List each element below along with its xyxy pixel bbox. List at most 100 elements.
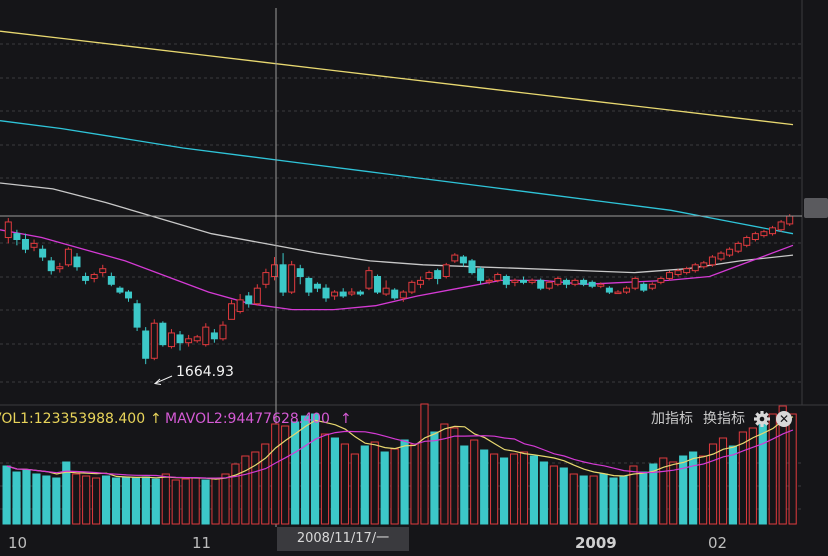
volume-bar (330, 437, 340, 525)
candle-body (279, 264, 287, 293)
volume-bar (549, 465, 558, 525)
candle-body (253, 287, 261, 305)
ma-line-1 (0, 30, 794, 126)
candle-body (348, 291, 356, 295)
candle-body (82, 275, 90, 281)
candle-body (305, 277, 313, 293)
volume-bar (509, 453, 519, 525)
volume-bar (659, 457, 668, 525)
candle-body (90, 274, 98, 279)
candle-body (631, 277, 639, 289)
candle-body (683, 268, 691, 274)
volume-bar (758, 421, 767, 525)
volume-bar (579, 475, 588, 525)
volume-bar (291, 421, 300, 525)
volume-bar (221, 473, 230, 525)
ma-line-3 (0, 182, 794, 274)
vol1-label: VOL1:123353988.400 (0, 411, 146, 427)
volume-bar (310, 413, 320, 525)
volume-bar (679, 455, 688, 525)
volume-bar (211, 478, 220, 525)
volume-bar (500, 457, 509, 525)
volume-bar (191, 477, 200, 525)
volume-bar (599, 473, 608, 525)
candle-body (726, 248, 734, 256)
candle-body (159, 322, 167, 346)
candle-body (99, 268, 107, 274)
volume-bar (450, 427, 459, 525)
candle-body (56, 266, 64, 270)
candle-body (416, 279, 424, 285)
volume-bar (320, 433, 330, 525)
candle-body (47, 260, 55, 272)
candle-body (4, 221, 12, 239)
candle-body (588, 281, 596, 287)
volume-bar (778, 405, 787, 525)
candle-body (674, 270, 682, 276)
candle-body (408, 281, 416, 293)
close-icon[interactable]: ✕ (776, 411, 792, 427)
x-label-02: 02 (708, 534, 728, 552)
volume-bar (32, 473, 41, 525)
volume-bar (460, 445, 469, 525)
candle-body (21, 238, 29, 250)
volume-bar (241, 455, 250, 525)
price-scale-handle[interactable] (804, 198, 828, 218)
volume-bar (559, 467, 568, 525)
volume-bar (738, 431, 747, 525)
swap-indicator-button[interactable]: 换指标 (703, 411, 745, 427)
candle-body (245, 295, 253, 305)
vol1-up-arrow: ↑ (150, 411, 162, 427)
candle-body (605, 287, 613, 293)
candle-body (262, 272, 270, 285)
candle-body (356, 291, 364, 295)
volume-bar (181, 478, 190, 525)
add-indicator-button[interactable]: 加指标 (651, 411, 693, 427)
candle-body (769, 227, 777, 235)
candle-body (700, 262, 708, 268)
mavol2-line (6, 429, 794, 479)
candle-body (150, 322, 158, 359)
candle-body (339, 291, 347, 297)
x-label-11: 11 (192, 534, 212, 552)
volume-bar (490, 453, 499, 525)
candle-body (502, 275, 510, 285)
volume-bar (62, 461, 71, 525)
candle-body (640, 283, 648, 291)
gear-icon[interactable] (753, 407, 771, 431)
low-price-arrow (155, 375, 173, 384)
candle-body (313, 283, 321, 289)
candle-body (708, 256, 716, 266)
volume-bar (12, 471, 21, 525)
volume-bar (231, 463, 240, 525)
candle-body (485, 279, 493, 283)
candle-body (142, 330, 150, 359)
candle-body (717, 252, 725, 260)
volume-bar (121, 476, 131, 525)
candle-body (73, 256, 81, 268)
volume-bar (699, 455, 708, 525)
volume-bar (649, 463, 658, 525)
volume-bar (141, 476, 150, 525)
volume-bar (480, 449, 489, 525)
candle-body (665, 272, 673, 279)
volume-bar (72, 473, 81, 525)
volume-bar (102, 475, 111, 525)
mavol2-label: MAVOL2:94477628.400 (165, 411, 330, 427)
candle-body (751, 233, 759, 240)
candle-body (133, 303, 141, 328)
candle-body (777, 221, 785, 231)
x-label-10: 10 (8, 534, 28, 552)
candle-body (107, 275, 115, 285)
volume-bar (430, 431, 439, 525)
candle-body (580, 279, 588, 285)
volume-bar (539, 461, 548, 525)
volume-bar (380, 451, 389, 525)
candle-body (365, 270, 373, 289)
volume-bar (201, 479, 210, 525)
volume-bar (42, 475, 51, 525)
candle-body (382, 287, 390, 295)
candle-body (202, 326, 210, 346)
candle-body (425, 272, 433, 279)
